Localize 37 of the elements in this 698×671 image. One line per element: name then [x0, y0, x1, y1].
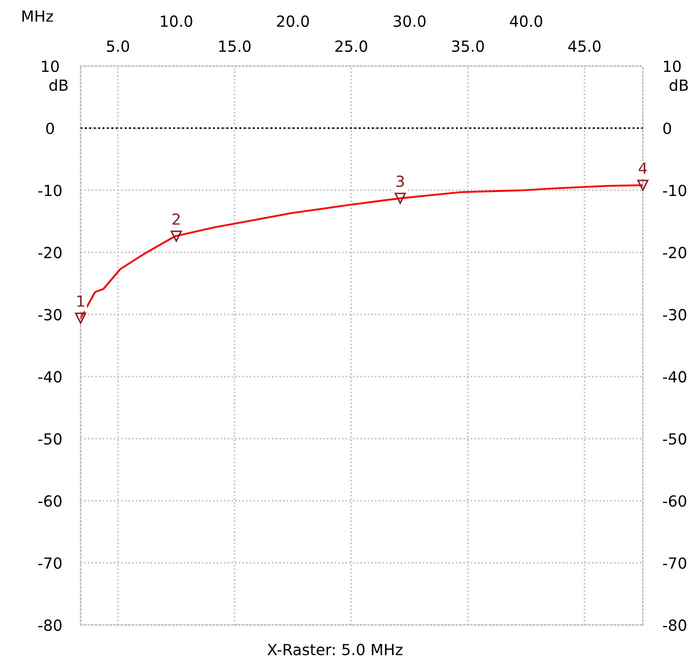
y2-tick-label: 10	[664, 60, 681, 72]
y-tick-label: 10	[42, 60, 59, 72]
x-axis-title: MHz	[22, 10, 53, 22]
y2-tick-label: -70	[663, 557, 686, 569]
y2-tick-label: 0	[663, 122, 672, 134]
annotation: 4	[638, 162, 647, 174]
y2-tick-label: -60	[663, 495, 686, 507]
x-tick-label: 15.0	[219, 40, 251, 52]
y-tick-label: -50	[38, 433, 62, 445]
text: X-Raster: 5.0 MHz	[267, 644, 402, 656]
y-tick-label: -60	[38, 495, 62, 507]
x-tick-label: 5.0	[106, 40, 130, 52]
y2-tick-label: -40	[663, 371, 686, 383]
y-axis-title: dB	[49, 79, 68, 91]
x2-tick-label: 30.0	[394, 15, 426, 27]
x2-tick-label: 40.0	[510, 15, 542, 27]
y-tick-label: 0	[46, 122, 54, 134]
x2-tick-label: 20.0	[277, 15, 309, 27]
annotation: 3	[396, 175, 404, 188]
x2-tick-label: 10.0	[160, 15, 192, 27]
annotation: 1	[77, 296, 84, 307]
y2-tick-label: -30	[663, 308, 686, 320]
y-tick-label: -30	[38, 308, 62, 320]
annotation: 2	[172, 213, 180, 225]
x-tick-label: 25.0	[335, 40, 368, 52]
y2-tick-label: -50	[663, 433, 686, 445]
y2-tick-label: -10	[663, 184, 686, 196]
x-tick-label: 45.0	[568, 40, 601, 52]
y-tick-label: -70	[38, 557, 62, 569]
y2-tick-label: -20	[663, 246, 686, 258]
x-tick-label: 35.0	[452, 40, 484, 52]
y2-tick-label: -80	[663, 619, 686, 631]
y-tick-label: -20	[38, 246, 62, 258]
y-tick-label: -80	[38, 619, 62, 631]
y-tick-label: -40	[38, 371, 62, 383]
y-tick-label: -10	[38, 184, 62, 196]
y2-axis-title: dB	[670, 79, 688, 91]
